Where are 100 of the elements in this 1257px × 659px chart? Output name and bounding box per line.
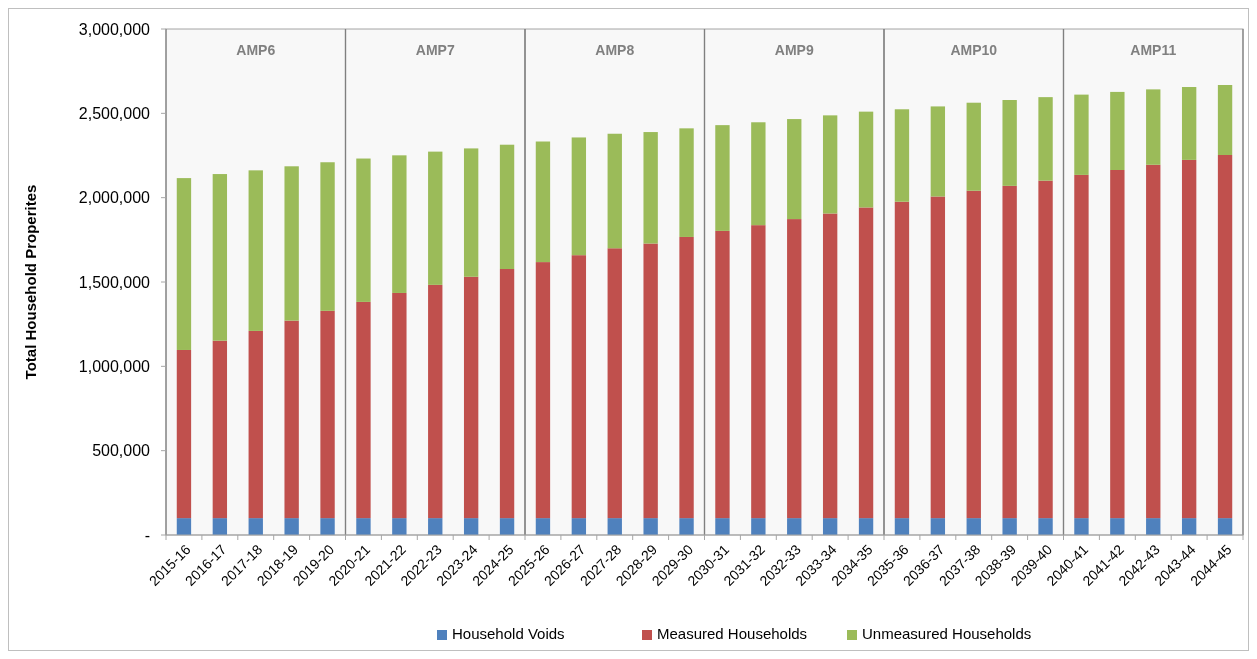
bar	[1110, 91, 1125, 171]
bar	[212, 340, 228, 519]
bar	[428, 284, 443, 519]
bar	[284, 166, 299, 321]
bar	[751, 122, 766, 226]
legend-label: Household Voids	[452, 625, 565, 642]
bar	[463, 518, 479, 535]
bar	[571, 137, 587, 256]
band-label: AMP7	[415, 42, 455, 58]
legend-label: Measured Households	[657, 625, 808, 642]
bar	[787, 119, 802, 220]
bar	[607, 248, 622, 519]
band-label: AMP10	[950, 42, 998, 58]
bar	[894, 109, 910, 202]
bar	[248, 518, 263, 535]
bar	[607, 133, 622, 249]
bar	[751, 225, 766, 519]
bar	[822, 518, 838, 535]
band-label: AMP6	[236, 42, 276, 58]
bar	[320, 518, 335, 535]
bar	[320, 310, 335, 519]
bar	[679, 236, 694, 519]
bar	[1002, 185, 1017, 519]
bar	[643, 518, 658, 535]
bar	[320, 162, 335, 311]
bar	[428, 151, 443, 285]
bar	[499, 518, 515, 535]
bar	[392, 518, 407, 535]
bar	[1074, 174, 1089, 519]
bar	[1038, 180, 1053, 519]
bar	[212, 518, 228, 535]
bar	[463, 148, 479, 277]
bar	[930, 106, 946, 197]
bar	[1146, 89, 1161, 165]
band-label: AMP11	[1130, 42, 1177, 58]
bar	[248, 170, 263, 331]
bar	[571, 518, 587, 535]
bar	[787, 219, 802, 519]
bar	[966, 518, 981, 535]
bar	[1217, 85, 1233, 155]
bar	[858, 207, 874, 519]
y-tick-label: 3,000,000	[78, 20, 151, 38]
bar	[284, 518, 299, 535]
bar	[715, 125, 730, 231]
bar	[966, 102, 981, 191]
bar	[1002, 518, 1017, 535]
y-tick-label: 1,500,000	[78, 273, 151, 291]
bar	[1038, 97, 1053, 181]
bar	[1146, 164, 1161, 519]
bar	[392, 155, 407, 293]
bar	[571, 255, 587, 519]
bar	[1181, 518, 1197, 535]
legend-label: Unmeasured Households	[862, 625, 1032, 642]
bar	[1038, 518, 1053, 535]
bar	[1217, 518, 1233, 535]
bar	[643, 132, 658, 244]
bar	[1110, 518, 1125, 535]
bar	[858, 518, 874, 535]
bar	[176, 349, 192, 519]
bar	[499, 144, 515, 270]
bar	[535, 141, 551, 263]
bar	[176, 178, 192, 350]
bar	[822, 213, 838, 519]
bar	[1146, 518, 1161, 535]
bar	[1002, 100, 1017, 186]
bar	[930, 196, 946, 519]
bar	[858, 111, 874, 208]
bar	[822, 115, 838, 214]
bar	[535, 518, 551, 535]
y-tick-label: 1,000,000	[78, 357, 151, 375]
bar	[356, 518, 371, 535]
bar	[679, 128, 694, 237]
bar	[463, 276, 479, 519]
band-label: AMP8	[595, 42, 635, 58]
bar	[679, 518, 694, 535]
bar	[356, 158, 371, 302]
bar	[212, 174, 228, 341]
y-tick-label: 2,500,000	[78, 104, 151, 122]
bar	[787, 518, 802, 535]
bar	[930, 518, 946, 535]
bar	[607, 518, 622, 535]
bar	[1074, 94, 1089, 175]
bar	[894, 201, 910, 519]
bar	[1217, 154, 1233, 519]
bar	[248, 330, 263, 519]
bar	[499, 269, 515, 519]
y-axis-title: Total Household Properites	[22, 184, 39, 380]
bar	[966, 190, 981, 519]
bar	[535, 262, 551, 519]
bar	[428, 518, 443, 535]
bar	[1074, 518, 1089, 535]
band-label: AMP9	[774, 42, 814, 58]
bar	[894, 518, 910, 535]
y-tick-label: 2,000,000	[78, 189, 151, 207]
y-tick-label: 500,000	[92, 442, 151, 460]
y-tick-label: -	[144, 526, 150, 544]
bar	[643, 243, 658, 519]
bar	[392, 292, 407, 519]
bar	[176, 518, 192, 535]
bar	[356, 301, 371, 519]
